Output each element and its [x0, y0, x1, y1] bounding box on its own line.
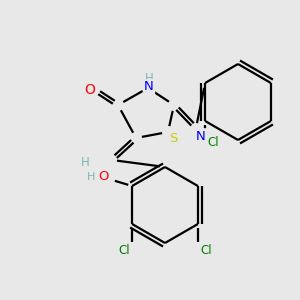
Text: N: N: [196, 130, 206, 142]
Text: S: S: [169, 131, 177, 145]
Text: H: H: [87, 172, 95, 182]
Text: O: O: [98, 170, 108, 183]
Text: O: O: [85, 83, 95, 97]
Text: H: H: [145, 73, 153, 85]
Text: Cl: Cl: [207, 136, 219, 149]
Text: H: H: [81, 155, 89, 169]
Text: N: N: [144, 80, 154, 94]
Text: Cl: Cl: [200, 244, 212, 257]
Text: Cl: Cl: [118, 244, 130, 257]
